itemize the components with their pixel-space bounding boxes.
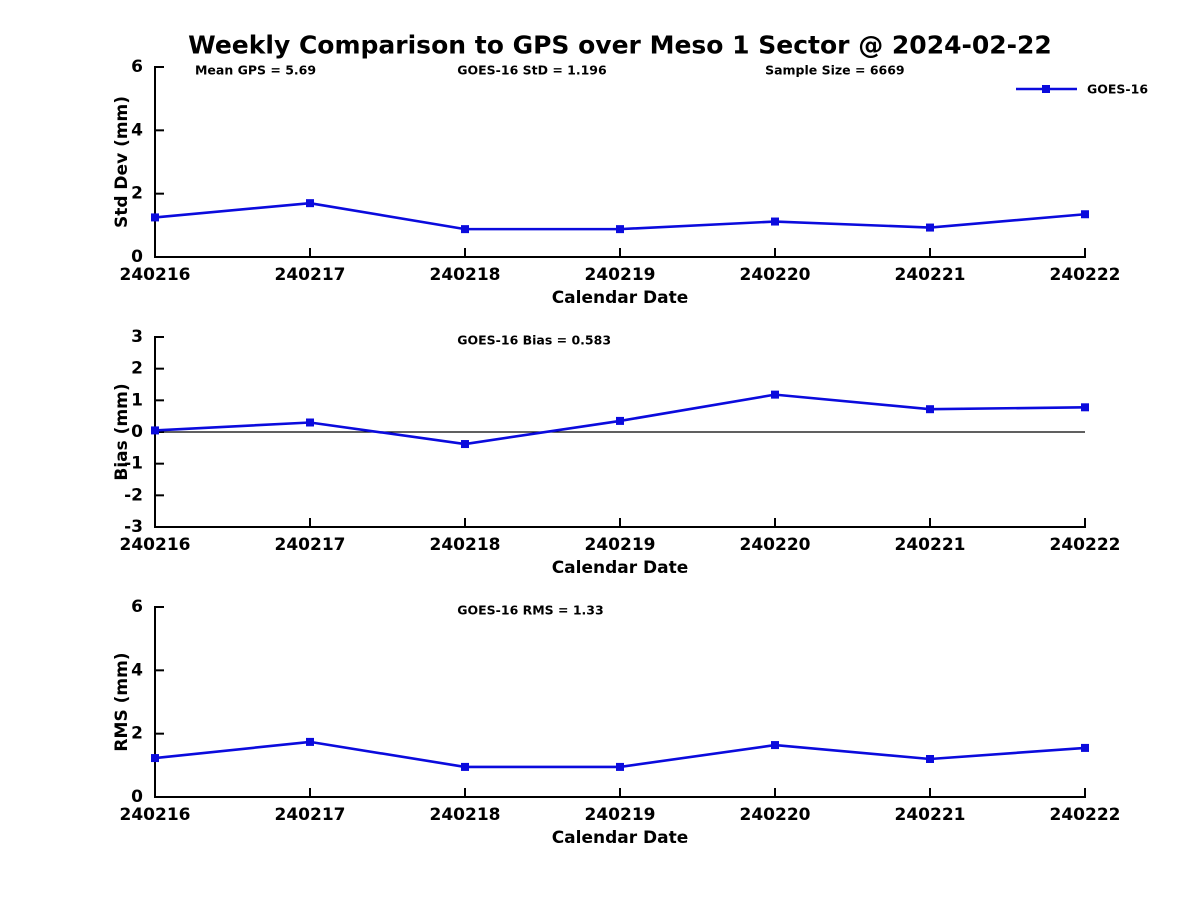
x-tick-label: 240219	[585, 535, 656, 555]
y-tick-label: 2	[131, 184, 143, 204]
x-tick-label: 240222	[1050, 265, 1121, 285]
x-tick-label: 240216	[120, 805, 191, 825]
subplot: -3 -2 -1 0 1 2 3 240216 240217 240218 240219 240220…	[112, 327, 1120, 578]
x-tick-label: 240221	[895, 265, 966, 285]
x-tick-label: 240221	[895, 805, 966, 825]
figure-title: Weekly Comparison to GPS over Meso 1 Sec…	[188, 31, 1052, 60]
data-point-marker	[151, 426, 159, 435]
axes-frame	[154, 336, 1086, 528]
y-tick-label: 4	[131, 660, 143, 680]
data-point-marker	[1081, 743, 1089, 752]
data-point-marker	[461, 225, 469, 234]
y-tick-label: 0	[131, 787, 143, 807]
y-tick-label: -3	[124, 517, 143, 537]
data-point-marker	[306, 737, 314, 746]
data-point-marker	[1081, 403, 1089, 412]
data-point-marker	[926, 223, 934, 232]
x-tick-label: 240218	[430, 265, 501, 285]
data-point-marker	[1081, 210, 1089, 219]
data-point-marker	[461, 762, 469, 771]
x-tick-label: 240222	[1050, 805, 1121, 825]
y-axis-label: Bias (mm)	[112, 383, 132, 480]
y-tick-label: 0	[131, 247, 143, 267]
y-tick-label: 0	[131, 422, 143, 442]
y-tick-label: 2	[131, 359, 143, 379]
data-point-marker	[926, 405, 934, 414]
x-tick-label: 240217	[275, 265, 346, 285]
x-tick-label: 240216	[120, 535, 191, 555]
annotation: GOES-16 RMS = 1.33	[457, 603, 603, 618]
y-tick-label: 4	[131, 120, 143, 140]
annotation: GOES-16 Bias = 0.583	[457, 333, 611, 348]
y-axis-label: Std Dev (mm)	[112, 96, 132, 228]
data-point-marker	[306, 199, 314, 208]
x-tick-label: 240221	[895, 535, 966, 555]
annotation: Sample Size = 6669	[765, 63, 905, 78]
y-tick-label: -2	[124, 485, 143, 505]
x-tick-label: 240218	[430, 805, 501, 825]
y-axis-label: RMS (mm)	[112, 652, 132, 751]
x-tick-label: 240217	[275, 805, 346, 825]
data-point-marker	[771, 390, 779, 399]
y-tick-label: 6	[131, 57, 143, 77]
y-tick-label: 6	[131, 597, 143, 617]
x-axis-label: Calendar Date	[552, 558, 689, 578]
data-point-marker	[616, 416, 624, 425]
data-point-marker	[771, 217, 779, 226]
y-tick-label: 1	[131, 390, 143, 410]
y-tick-label: -1	[124, 454, 143, 474]
x-axis-label: Calendar Date	[552, 288, 689, 308]
axes-frame	[154, 606, 1086, 798]
x-tick-label: 240219	[585, 265, 656, 285]
y-tick-label: 2	[131, 724, 143, 744]
x-tick-label: 240217	[275, 535, 346, 555]
x-tick-label: 240220	[740, 805, 811, 825]
subplot: 0 2 4 6 240216 240217 240218 240219 240220 240221…	[112, 57, 1148, 308]
data-point-marker	[151, 213, 159, 222]
data-point-marker	[151, 754, 159, 763]
annotation: GOES-16 StD = 1.196	[457, 63, 607, 78]
data-point-marker	[306, 418, 314, 427]
annotation: Mean GPS = 5.69	[195, 63, 316, 78]
x-tick-label: 240220	[740, 265, 811, 285]
data-point-marker	[461, 440, 469, 449]
x-axis-label: Calendar Date	[552, 828, 689, 848]
data-point-marker	[926, 755, 934, 763]
legend-marker	[1042, 85, 1050, 93]
x-tick-label: 240218	[430, 535, 501, 555]
legend-label: GOES-16	[1087, 82, 1148, 97]
y-tick-label: 3	[131, 327, 143, 347]
data-point-marker	[771, 741, 779, 750]
x-tick-label: 240219	[585, 805, 656, 825]
x-tick-label: 240216	[120, 265, 191, 285]
axes-frame	[154, 66, 1086, 258]
x-tick-label: 240220	[740, 535, 811, 555]
x-tick-label: 240222	[1050, 535, 1121, 555]
data-point-marker	[616, 225, 624, 234]
subplot: 0 2 4 6 240216 240217 240218 240219 240220 240221…	[112, 597, 1120, 848]
data-point-marker	[616, 762, 624, 771]
